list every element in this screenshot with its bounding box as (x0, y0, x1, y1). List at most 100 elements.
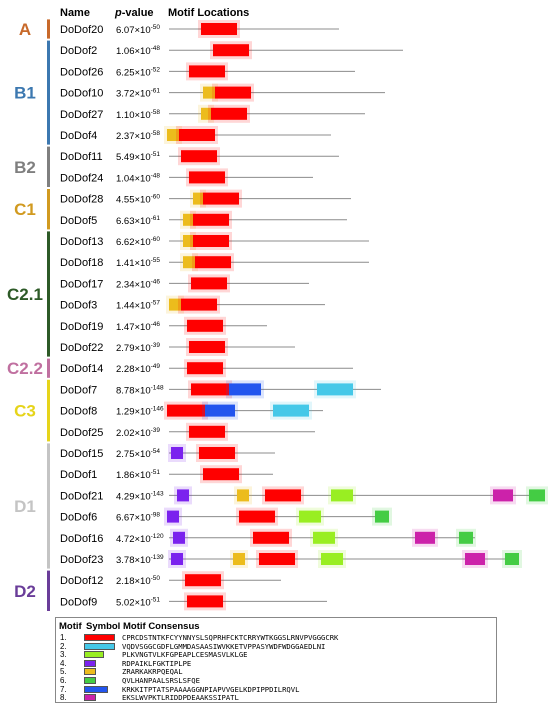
group-label: C2.2 (7, 359, 43, 378)
gene-name: DoDof27 (60, 109, 103, 121)
legend-motif-number: 7. (60, 684, 67, 694)
motif-5-box (193, 192, 203, 205)
pvalue-exponent: -148 (151, 384, 164, 391)
motif-1-box (239, 510, 275, 523)
pvalue-header: p-value (114, 7, 154, 19)
motif-8-box (415, 531, 435, 544)
gene-name: DoDof4 (60, 130, 97, 142)
motif-1-box (195, 256, 231, 269)
pvalue-times: ×10 (135, 597, 151, 608)
motif-locations-header: Motif Locations (168, 7, 249, 19)
motif-1-box (199, 447, 235, 459)
gene-pvalue: 1.29×10-146 (116, 406, 164, 418)
motif-5-box (167, 129, 179, 141)
motif-1-box (213, 44, 249, 57)
legend-motif-2-symbol (84, 642, 115, 650)
pvalue-exponent: -52 (151, 66, 161, 73)
motif-1-box (203, 468, 239, 481)
pvalue-mantissa: 2.28 (116, 364, 135, 375)
motif-5-box (201, 107, 211, 120)
gene-name: DoDof25 (60, 427, 103, 439)
group-label: D2 (14, 582, 36, 601)
gene-row: DoDof22 2.79×10-39 (60, 338, 295, 356)
pvalue-exponent: -98 (151, 512, 161, 519)
motif-7-box (205, 404, 235, 417)
gene-row: DoDof24 1.04×10-48 (60, 168, 313, 187)
gene-name: DoDof12 (60, 575, 103, 587)
legend-row: 3. PLKVNGTVLKFGPEAPLCESMASVLKLGE (56, 650, 496, 659)
gene-pvalue: 6.25×10-52 (116, 66, 160, 78)
pvalue-exponent: -51 (151, 469, 161, 476)
pvalue-exponent: -51 (151, 151, 161, 158)
pvalue-exponent: -61 (151, 88, 161, 95)
gene-name: DoDof13 (60, 236, 103, 248)
motif-2-box (273, 404, 309, 417)
motif-1-box (211, 107, 247, 120)
motif-3-box (331, 489, 353, 502)
gene-name: DoDof1 (60, 469, 97, 481)
legend-row: 6. QVLHANPAALSRSLSFQE (56, 676, 496, 685)
gene-pvalue: 1.86×10-51 (116, 469, 160, 481)
motif-8-box (465, 553, 485, 565)
gene-name: DoDof21 (60, 490, 103, 502)
gene-name: DoDof6 (60, 512, 97, 524)
group-label: C1 (14, 200, 36, 219)
motif-5-box (233, 553, 245, 565)
gene-name: DoDof5 (60, 215, 97, 227)
pvalue-exponent: -57 (151, 300, 161, 307)
gene-row: DoDof6 6.67×10-98 (60, 507, 392, 526)
legend-motif-3-symbol (84, 651, 104, 659)
group-label: C2.1 (7, 285, 43, 304)
pvalue-exponent: -48 (151, 172, 161, 179)
motif-5-box (183, 256, 195, 269)
pvalue-times: ×10 (135, 555, 151, 566)
legend-row: 2. VQDVSGGCGDFLGMMDASAASIWVKKETVPPASYWDFW… (56, 642, 496, 651)
motif-1-box (187, 362, 223, 375)
gene-pvalue: 6.67×10-98 (116, 512, 160, 524)
motif-8-box (493, 489, 513, 502)
group-bar (47, 189, 50, 230)
group-label: B2 (14, 158, 36, 177)
gene-name: DoDof11 (60, 151, 103, 163)
gene-row: DoDof9 5.02×10-51 (60, 592, 327, 611)
pvalue-exponent: -143 (151, 490, 164, 497)
gene-row: DoDof5 6.63×10-61 (60, 210, 347, 229)
gene-pvalue: 4.55×10-60 (116, 194, 160, 206)
pvalue-mantissa: 4.55 (116, 195, 135, 206)
pvalue-header-rest: -value (122, 7, 154, 19)
motif-4-box (171, 447, 183, 459)
pvalue-mantissa: 2.02 (116, 428, 135, 439)
pvalue-mantissa: 1.41 (116, 258, 135, 269)
legend-motif-6-symbol (84, 677, 96, 684)
legend-consensus-header: Motif Consensus (123, 621, 200, 632)
pvalue-times: ×10 (135, 173, 151, 184)
gene-pvalue: 8.78×10-148 (116, 384, 164, 396)
pvalue-mantissa: 1.44 (116, 301, 135, 312)
legend-row: 7. KRKKITPTATSPAAAAGGNPIAPVVGELKDPIPPDILR… (56, 685, 496, 694)
gene-pvalue: 1.04×10-48 (116, 172, 160, 184)
motif-1-box (201, 23, 237, 35)
gene-pvalue: 3.78×10-139 (116, 554, 164, 566)
motif-2-box (317, 383, 353, 396)
pvalue-times: ×10 (135, 131, 151, 142)
pvalue-exponent: -58 (151, 130, 161, 137)
gene-row: DoDof16 4.72×10-120 (60, 528, 476, 547)
pvalue-times: ×10 (135, 470, 151, 481)
pvalue-times: ×10 (135, 343, 151, 354)
pvalue-times: ×10 (135, 449, 151, 460)
pvalue-mantissa: 6.07 (116, 25, 135, 36)
motif-1-box (215, 86, 251, 99)
column-headers: Name p-value Motif Locations (60, 7, 249, 19)
gene-name: DoDof24 (60, 172, 103, 184)
pvalue-times: ×10 (135, 279, 151, 290)
motif-3-box (321, 553, 343, 565)
pvalue-times: ×10 (135, 237, 151, 248)
motif-6-box (375, 510, 389, 523)
motif-1-box (189, 171, 225, 184)
legend-motif-number: 5. (60, 667, 67, 677)
pvalue-times: ×10 (135, 513, 151, 524)
gene-row: DoDof15 2.75×10-54 (60, 444, 275, 462)
pvalue-mantissa: 1.10 (116, 110, 135, 121)
pvalue-mantissa: 1.04 (116, 173, 135, 184)
pvalue-exponent: -50 (151, 575, 161, 582)
